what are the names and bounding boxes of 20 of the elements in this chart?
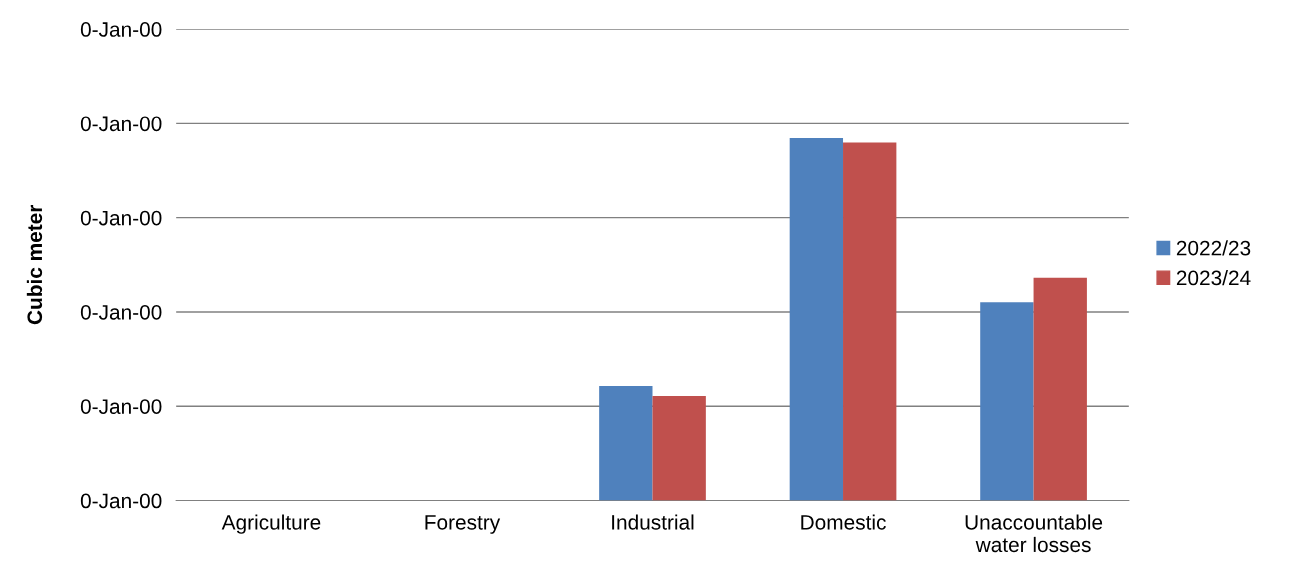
x-tick-label: Forestry <box>425 515 501 534</box>
bar <box>652 396 706 501</box>
text: 0-Jan-00 <box>80 399 162 414</box>
bar <box>980 302 1034 501</box>
text: 0-Jan-00 <box>80 116 162 132</box>
text: Cubic meter <box>26 204 43 325</box>
bar <box>1033 277 1087 501</box>
bar <box>599 385 653 501</box>
text: 0-Jan-00 <box>80 493 162 509</box>
legend-label: 2022/23 <box>1176 240 1251 256</box>
x-tick-label: Agriculture <box>221 514 321 534</box>
text: 0-Jan-00 <box>80 304 162 320</box>
x-tick-label: Domestic <box>801 514 886 530</box>
legend-label: 2023/24 <box>1176 270 1251 286</box>
x-tick-label: Industrial <box>612 514 694 530</box>
x-tick-label: Unaccountable water losses <box>965 514 1103 553</box>
text: 0-Jan-00 <box>80 22 162 37</box>
bar <box>843 142 897 501</box>
bar <box>789 137 844 501</box>
text: 0-Jan-00 <box>80 210 162 226</box>
